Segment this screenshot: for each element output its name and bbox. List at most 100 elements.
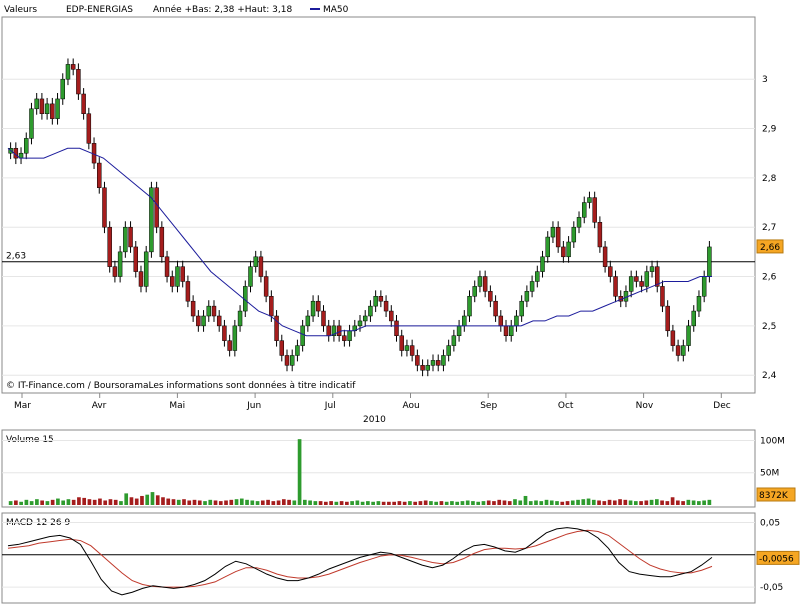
volume-bar bbox=[387, 501, 391, 505]
candle-body bbox=[477, 276, 483, 287]
volume-bar bbox=[607, 499, 612, 505]
candle-body bbox=[65, 64, 71, 80]
header-section: Valeurs bbox=[4, 5, 37, 15]
candle-body bbox=[180, 266, 185, 282]
volume-bar bbox=[87, 499, 92, 505]
candle-body bbox=[602, 246, 608, 267]
candle-body bbox=[269, 296, 274, 317]
candle-body bbox=[289, 355, 295, 366]
candle-body bbox=[420, 365, 425, 371]
candle-body bbox=[50, 103, 55, 119]
volume-bar bbox=[581, 499, 586, 505]
volume-bar bbox=[108, 499, 113, 505]
volume-bar bbox=[14, 500, 18, 505]
volume-bar bbox=[376, 501, 381, 505]
candle-body bbox=[102, 187, 107, 228]
macd-main-line bbox=[7, 527, 713, 596]
candle-body bbox=[133, 246, 138, 272]
volume-bar bbox=[455, 501, 460, 505]
price-y-ticks: 3 2,9 2,8 2,7 2,6 2,5 2,4 bbox=[762, 75, 777, 381]
candle-body bbox=[409, 345, 415, 356]
volume-last-label: 8372K bbox=[759, 491, 789, 501]
volume-bar bbox=[250, 500, 255, 505]
volume-bar bbox=[460, 501, 465, 505]
volume-bar bbox=[702, 500, 706, 505]
volume-bar bbox=[124, 493, 129, 505]
ma-legend-swatch bbox=[310, 8, 320, 10]
candle-body bbox=[451, 335, 457, 346]
candle-body bbox=[143, 251, 149, 287]
volume-bars bbox=[8, 439, 712, 505]
candle-body bbox=[107, 226, 112, 267]
volume-bar bbox=[570, 500, 575, 505]
volume-bar bbox=[691, 500, 696, 505]
candle-body bbox=[670, 330, 676, 346]
macd-tick-label: -0,05 bbox=[760, 583, 783, 593]
candle-body bbox=[681, 345, 686, 356]
candle-body bbox=[55, 98, 60, 119]
volume-bar bbox=[313, 501, 318, 505]
volume-bar bbox=[176, 499, 181, 505]
volume-bar bbox=[208, 499, 213, 505]
candle-body bbox=[128, 226, 133, 248]
volume-bar bbox=[308, 500, 312, 505]
volume-bar bbox=[602, 501, 607, 505]
volume-tick-label: 50M bbox=[760, 469, 779, 479]
month-label: Jul bbox=[324, 401, 336, 411]
volume-bar bbox=[549, 500, 554, 505]
volume-bar bbox=[260, 500, 265, 505]
price-tick-label: 2,9 bbox=[762, 125, 777, 135]
volume-bar bbox=[40, 500, 44, 505]
month-label: Avr bbox=[92, 401, 107, 411]
candle-body bbox=[284, 355, 290, 366]
candle-body bbox=[540, 256, 545, 272]
candle-body bbox=[655, 266, 660, 287]
volume-bar bbox=[287, 499, 291, 505]
volume-bar bbox=[166, 498, 171, 505]
candle-body bbox=[196, 315, 201, 327]
month-label: Oct bbox=[558, 401, 574, 411]
volume-grid: 100M 50M bbox=[2, 436, 785, 479]
volume-bar bbox=[318, 501, 323, 505]
volume-bar bbox=[544, 499, 549, 505]
volume-bar bbox=[408, 501, 412, 505]
candle-body bbox=[164, 256, 170, 277]
volume-bar bbox=[471, 501, 475, 505]
volume-bar bbox=[628, 500, 633, 505]
volume-bar bbox=[345, 501, 349, 505]
candles bbox=[8, 58, 712, 377]
candle-body bbox=[571, 226, 577, 243]
candle-body bbox=[227, 340, 232, 351]
candle-body bbox=[263, 276, 269, 297]
volume-bar bbox=[686, 499, 691, 505]
volume-bar bbox=[276, 500, 281, 505]
volume-bar bbox=[56, 498, 60, 505]
volume-bar bbox=[192, 499, 197, 505]
volume-bar bbox=[528, 501, 533, 505]
candle-body bbox=[701, 276, 707, 297]
volume-bar bbox=[523, 495, 528, 505]
volume-bar bbox=[707, 499, 712, 505]
volume-bar bbox=[423, 500, 428, 505]
candle-body bbox=[211, 305, 217, 317]
month-label: Nov bbox=[636, 401, 654, 411]
candle-body bbox=[456, 325, 462, 336]
volume-bar bbox=[197, 500, 202, 505]
volume-bar bbox=[350, 501, 354, 505]
volume-bar bbox=[633, 501, 638, 505]
volume-bar bbox=[576, 499, 580, 505]
candle-body bbox=[326, 325, 331, 336]
candle-body bbox=[97, 162, 102, 188]
candle-body bbox=[206, 305, 212, 317]
volume-bar bbox=[618, 499, 622, 505]
candle-body bbox=[493, 300, 498, 317]
candle-body bbox=[279, 340, 285, 356]
volume-bar bbox=[381, 501, 386, 505]
volume-bar bbox=[8, 501, 13, 505]
volume-bar bbox=[229, 499, 234, 505]
candle-body bbox=[441, 355, 446, 366]
candle-body bbox=[76, 69, 81, 95]
volume-bar bbox=[98, 498, 102, 505]
candle-body bbox=[300, 325, 305, 346]
candle-body bbox=[634, 276, 639, 282]
